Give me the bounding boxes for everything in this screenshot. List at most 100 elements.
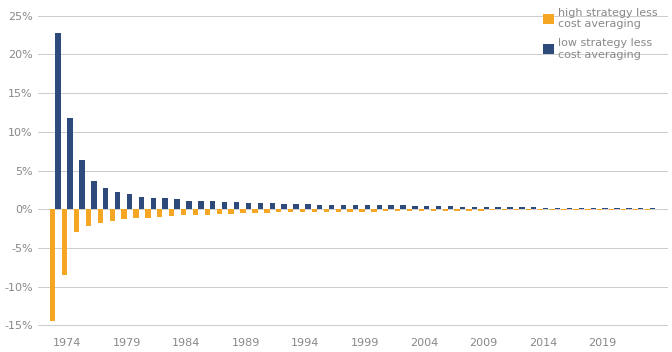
Bar xyxy=(288,209,293,212)
Bar xyxy=(241,209,246,213)
Bar xyxy=(638,208,644,209)
Bar xyxy=(234,202,239,209)
Bar xyxy=(633,209,638,210)
Bar xyxy=(644,209,650,210)
Bar xyxy=(388,205,394,209)
Bar xyxy=(650,208,655,209)
Bar xyxy=(376,205,382,209)
Bar xyxy=(478,209,484,211)
Bar xyxy=(407,209,412,211)
Bar xyxy=(269,203,275,209)
Bar xyxy=(490,209,495,210)
Bar xyxy=(264,209,269,213)
Bar xyxy=(169,209,175,216)
Bar xyxy=(566,208,572,209)
Bar xyxy=(621,209,626,210)
Bar xyxy=(246,203,251,209)
Bar xyxy=(360,209,365,212)
Bar xyxy=(151,197,156,209)
Bar xyxy=(472,207,477,209)
Bar xyxy=(419,209,424,211)
Bar xyxy=(495,207,501,209)
Bar xyxy=(526,209,531,210)
Bar xyxy=(300,209,305,212)
Bar xyxy=(401,205,406,209)
Bar xyxy=(312,209,317,212)
Bar xyxy=(371,209,376,212)
Bar xyxy=(216,209,222,214)
Bar xyxy=(186,201,192,209)
Bar xyxy=(305,204,310,209)
Bar xyxy=(561,209,566,210)
Bar xyxy=(597,209,602,210)
Bar xyxy=(50,209,56,321)
Bar xyxy=(543,208,548,209)
Bar xyxy=(591,208,596,209)
Bar xyxy=(127,195,132,209)
Bar xyxy=(228,209,234,214)
Bar xyxy=(550,209,555,210)
Bar xyxy=(67,118,73,209)
Bar xyxy=(531,207,536,209)
Bar xyxy=(614,208,620,209)
Bar xyxy=(222,202,227,209)
Bar xyxy=(198,201,204,209)
Bar xyxy=(335,209,341,212)
Bar xyxy=(157,209,163,217)
Bar xyxy=(573,209,579,210)
Bar xyxy=(145,209,151,218)
Bar xyxy=(163,199,168,209)
Bar xyxy=(138,197,144,209)
Bar xyxy=(454,209,460,211)
Legend: high strategy less
cost averaging, low strategy less
cost averaging: high strategy less cost averaging, low s… xyxy=(538,3,663,64)
Bar xyxy=(555,208,560,209)
Bar xyxy=(133,209,138,219)
Bar xyxy=(519,207,525,209)
Bar xyxy=(115,192,120,209)
Bar xyxy=(424,206,429,209)
Bar xyxy=(205,209,210,215)
Bar xyxy=(210,201,216,209)
Bar xyxy=(347,209,353,212)
Bar xyxy=(193,209,198,215)
Bar xyxy=(365,205,370,209)
Bar xyxy=(436,206,442,209)
Bar xyxy=(79,161,85,209)
Bar xyxy=(341,205,346,209)
Bar xyxy=(103,188,108,209)
Bar xyxy=(293,204,298,209)
Bar xyxy=(282,204,287,209)
Bar xyxy=(448,206,453,209)
Bar xyxy=(579,208,584,209)
Bar xyxy=(626,208,632,209)
Bar xyxy=(443,209,448,211)
Bar xyxy=(74,209,79,232)
Bar xyxy=(538,209,543,210)
Bar xyxy=(395,209,401,211)
Bar xyxy=(514,209,519,210)
Bar xyxy=(353,205,358,209)
Bar xyxy=(317,205,323,209)
Bar xyxy=(502,209,507,210)
Bar xyxy=(62,209,67,275)
Bar xyxy=(252,209,257,213)
Bar xyxy=(329,205,334,209)
Bar xyxy=(484,207,489,209)
Bar xyxy=(181,209,186,215)
Bar xyxy=(585,209,591,210)
Bar xyxy=(609,209,614,210)
Bar xyxy=(175,199,179,209)
Bar xyxy=(383,209,388,211)
Bar xyxy=(91,181,97,209)
Bar xyxy=(257,203,263,209)
Bar xyxy=(122,209,127,219)
Bar xyxy=(86,209,91,226)
Bar xyxy=(431,209,436,211)
Bar xyxy=(97,209,103,223)
Bar xyxy=(276,209,282,212)
Bar xyxy=(460,207,465,209)
Bar xyxy=(56,33,61,209)
Bar xyxy=(412,206,417,209)
Bar xyxy=(324,209,329,212)
Bar xyxy=(466,209,472,211)
